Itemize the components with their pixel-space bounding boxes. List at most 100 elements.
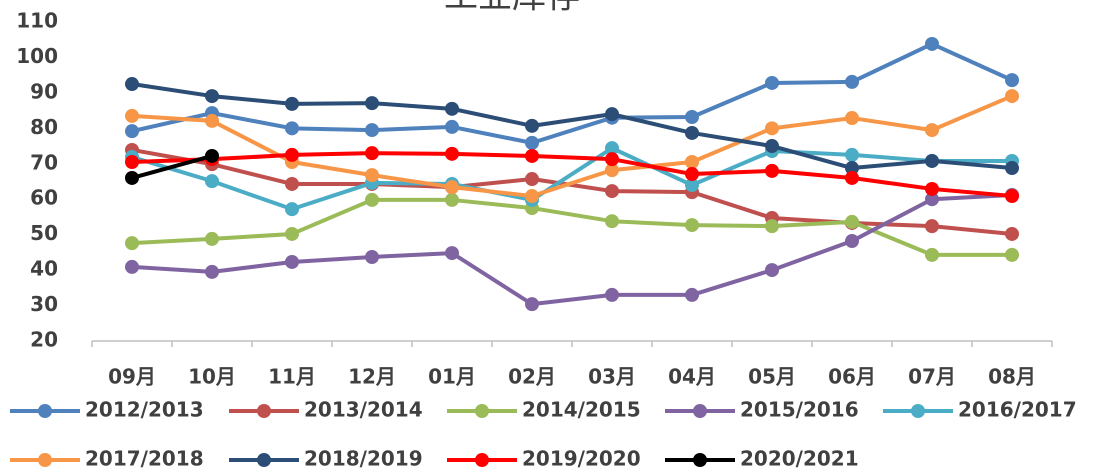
data-point bbox=[445, 101, 459, 116]
data-point bbox=[365, 249, 379, 264]
x-tick-label: 01月 bbox=[428, 365, 476, 389]
data-point bbox=[845, 147, 859, 162]
series-line bbox=[131, 147, 1013, 236]
x-tick-label: 10月 bbox=[188, 365, 236, 389]
legend-marker bbox=[475, 453, 489, 467]
data-point bbox=[685, 155, 699, 170]
data-point bbox=[445, 119, 459, 134]
y-tick-label: 70 bbox=[30, 150, 58, 174]
data-point bbox=[685, 178, 699, 193]
data-point bbox=[925, 247, 939, 262]
data-point bbox=[845, 214, 859, 229]
series-line bbox=[131, 41, 1013, 145]
data-point bbox=[285, 176, 299, 191]
x-tick-label: 06月 bbox=[828, 365, 876, 389]
y-tick-label: 20 bbox=[30, 328, 58, 352]
series-line bbox=[131, 154, 213, 180]
legend-label: 2012/2013 bbox=[85, 398, 204, 422]
y-tick-label: 40 bbox=[30, 257, 58, 281]
data-point bbox=[125, 108, 139, 123]
x-tick-label: 11月 bbox=[268, 365, 316, 389]
legend-marker bbox=[693, 404, 707, 418]
data-point bbox=[525, 297, 539, 312]
x-tick-label: 02月 bbox=[508, 365, 556, 389]
data-point bbox=[125, 259, 139, 274]
series-line bbox=[131, 192, 1013, 307]
legend-marker bbox=[38, 404, 52, 418]
data-point bbox=[765, 163, 779, 178]
data-point bbox=[285, 96, 299, 111]
data-point bbox=[1005, 226, 1019, 241]
legend-label: 2015/2016 bbox=[740, 398, 859, 422]
data-point bbox=[605, 184, 619, 199]
data-point bbox=[765, 139, 779, 154]
x-tick-label: 03月 bbox=[588, 365, 636, 389]
data-point bbox=[365, 192, 379, 207]
data-point bbox=[285, 254, 299, 269]
data-point bbox=[605, 141, 619, 156]
legend-label: 2014/2015 bbox=[522, 398, 641, 422]
x-tick-label: 09月 bbox=[108, 365, 156, 389]
data-point bbox=[845, 170, 859, 185]
data-point bbox=[685, 167, 699, 182]
data-point bbox=[605, 107, 619, 122]
data-point bbox=[205, 174, 219, 189]
legend-label: 2020/2021 bbox=[740, 447, 859, 471]
x-tick-label: 07月 bbox=[908, 365, 956, 389]
data-point bbox=[205, 113, 219, 128]
legend-label: 2019/2020 bbox=[522, 447, 641, 471]
data-point bbox=[845, 161, 859, 176]
legend-label: 2018/2019 bbox=[304, 447, 423, 471]
chart-title: 工业库存 bbox=[444, 0, 580, 17]
data-point bbox=[605, 214, 619, 229]
data-point bbox=[845, 74, 859, 89]
y-tick-label: 100 bbox=[16, 44, 58, 68]
data-point bbox=[285, 202, 299, 217]
data-point bbox=[605, 287, 619, 302]
y-tick-label: 30 bbox=[30, 292, 58, 316]
data-point bbox=[205, 148, 219, 163]
data-point bbox=[925, 219, 939, 234]
data-point bbox=[205, 264, 219, 279]
data-point bbox=[845, 111, 859, 126]
series-line bbox=[131, 146, 1012, 212]
data-point bbox=[445, 246, 459, 261]
data-point bbox=[845, 234, 859, 249]
data-point bbox=[445, 146, 459, 161]
x-tick-label: 05月 bbox=[748, 365, 796, 389]
data-point bbox=[1005, 161, 1019, 176]
data-point bbox=[685, 125, 699, 140]
data-point bbox=[685, 109, 699, 124]
data-point bbox=[285, 226, 299, 241]
data-point bbox=[125, 77, 139, 92]
data-point bbox=[925, 153, 939, 168]
data-point bbox=[925, 192, 939, 207]
data-point bbox=[125, 124, 139, 139]
data-point bbox=[445, 180, 459, 195]
legend-marker bbox=[693, 453, 707, 467]
data-point bbox=[525, 148, 539, 163]
data-point bbox=[365, 146, 379, 161]
legend-label: 2013/2014 bbox=[304, 398, 423, 422]
data-point bbox=[205, 89, 219, 104]
data-point bbox=[765, 75, 779, 90]
y-tick-label: 80 bbox=[30, 115, 58, 139]
data-point bbox=[525, 135, 539, 150]
legend-marker bbox=[38, 453, 52, 467]
data-point bbox=[205, 231, 219, 246]
data-point bbox=[685, 287, 699, 302]
y-tick-label: 60 bbox=[30, 186, 58, 210]
data-point bbox=[285, 121, 299, 136]
series-line bbox=[131, 151, 1013, 199]
data-point bbox=[525, 118, 539, 133]
data-point bbox=[605, 152, 619, 167]
legend-marker bbox=[475, 404, 489, 418]
series-line bbox=[131, 197, 1012, 257]
data-point bbox=[765, 263, 779, 278]
data-point bbox=[365, 123, 379, 138]
legend-marker bbox=[257, 404, 271, 418]
data-point bbox=[1005, 73, 1019, 88]
data-point bbox=[285, 147, 299, 162]
data-point bbox=[1005, 247, 1019, 262]
